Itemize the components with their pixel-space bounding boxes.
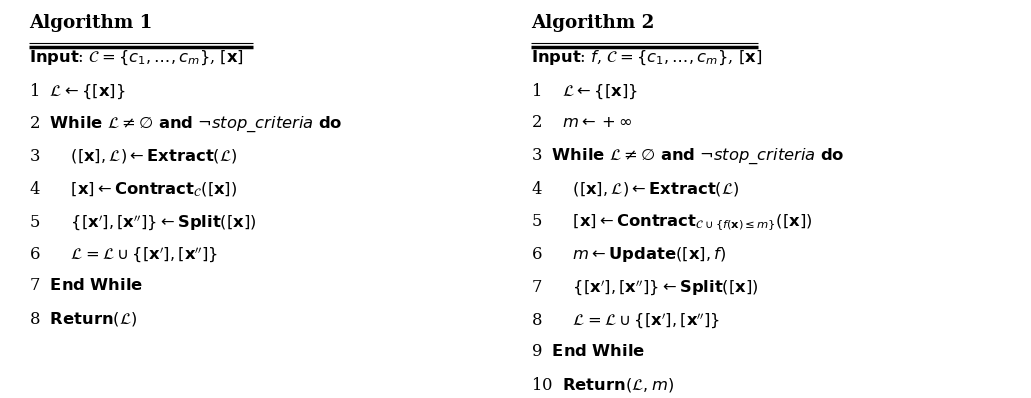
Text: 2  $\mathbf{While}$ $\mathcal{L} \neq \emptyset$ $\mathbf{and}$ $\neg\mathit{sto: 2 $\mathbf{While}$ $\mathcal{L} \neq \em… xyxy=(29,114,342,134)
Text: 8  $\mathbf{Return}(\mathcal{L})$: 8 $\mathbf{Return}(\mathcal{L})$ xyxy=(29,310,137,328)
Text: Algorithm 1: Algorithm 1 xyxy=(29,14,153,32)
Text: 6      $m {\leftarrow}\mathbf{Update}([\mathbf{x}], f)$: 6 $m {\leftarrow}\mathbf{Update}([\mathb… xyxy=(531,245,726,264)
Text: 10  $\mathbf{Return}(\mathcal{L}, m)$: 10 $\mathbf{Return}(\mathcal{L}, m)$ xyxy=(531,375,674,394)
Text: 3      $([\mathbf{x}], \mathcal{L}) {\leftarrow}\mathbf{Extract}(\mathcal{L})$: 3 $([\mathbf{x}], \mathcal{L}) {\leftarr… xyxy=(29,147,237,165)
Text: 4      $([\mathbf{x}], \mathcal{L}) {\leftarrow}\mathbf{Extract}(\mathcal{L})$: 4 $([\mathbf{x}], \mathcal{L}) {\leftarr… xyxy=(531,179,739,199)
Text: 6      $\mathcal{L} = \mathcal{L} \cup \{[\mathbf{x}^{\prime}], [\mathbf{x}^{\pr: 6 $\mathcal{L} = \mathcal{L} \cup \{[\ma… xyxy=(29,245,219,265)
Text: 9  $\mathbf{End\ While}$: 9 $\mathbf{End\ While}$ xyxy=(531,343,645,360)
Text: 5      $\{[\mathbf{x}^{\prime}], [\mathbf{x}^{\prime\prime}]\} {\leftarrow}\math: 5 $\{[\mathbf{x}^{\prime}], [\mathbf{x}^… xyxy=(29,212,257,232)
Text: 3  $\mathbf{While}$ $\mathcal{L} \neq \emptyset$ $\mathbf{and}$ $\neg\mathit{sto: 3 $\mathbf{While}$ $\mathcal{L} \neq \em… xyxy=(531,147,844,166)
Text: Algorithm 2: Algorithm 2 xyxy=(531,14,655,32)
Text: $\mathbf{Input}$: $\mathcal{C} = \{c_1, \ldots, c_m\}$, $[\mathbf{x}]$: $\mathbf{Input}$: $\mathcal{C} = \{c_1, … xyxy=(29,49,243,67)
Text: 8      $\mathcal{L} = \mathcal{L} \cup \{[\mathbf{x}^{\prime}], [\mathbf{x}^{\pr: 8 $\mathcal{L} = \mathcal{L} \cup \{[\ma… xyxy=(531,310,721,330)
Text: $\mathbf{Input}$: $f$, $\mathcal{C} = \{c_1, \ldots, c_m\}$, $[\mathbf{x}]$: $\mathbf{Input}$: $f$, $\mathcal{C} = \{… xyxy=(531,49,762,67)
Text: 4      $[\mathbf{x}] {\leftarrow}\mathbf{Contract}_{\mathcal{C}}([\mathbf{x}])$: 4 $[\mathbf{x}] {\leftarrow}\mathbf{Cont… xyxy=(29,179,237,199)
Text: 7      $\{[\mathbf{x}^{\prime}], [\mathbf{x}^{\prime\prime}]\} {\leftarrow}\math: 7 $\{[\mathbf{x}^{\prime}], [\mathbf{x}^… xyxy=(531,277,759,297)
Text: 5      $[\mathbf{x}] {\leftarrow}\mathbf{Contract}_{\mathcal{C}\cup\{f(\mathbf{x: 5 $[\mathbf{x}] {\leftarrow}\mathbf{Cont… xyxy=(531,212,812,232)
Text: 2    $m \leftarrow +\infty$: 2 $m \leftarrow +\infty$ xyxy=(531,114,632,131)
Text: 1    $\mathcal{L} \leftarrow \{[\mathbf{x}]\}$: 1 $\mathcal{L} \leftarrow \{[\mathbf{x}]… xyxy=(531,82,638,101)
Text: 1  $\mathcal{L} \leftarrow \{[\mathbf{x}]\}$: 1 $\mathcal{L} \leftarrow \{[\mathbf{x}]… xyxy=(29,82,125,101)
Text: 7  $\mathbf{End\ While}$: 7 $\mathbf{End\ While}$ xyxy=(29,277,143,295)
